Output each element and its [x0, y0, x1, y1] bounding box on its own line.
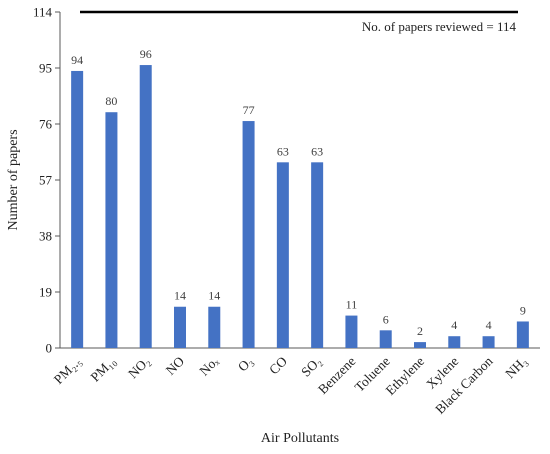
y-axis-title: Number of papers: [6, 129, 21, 230]
x-axis-title: Air Pollutants: [261, 431, 339, 446]
x-tick-label: NO: [163, 353, 188, 378]
bar-value-label: 2: [417, 324, 423, 338]
bar: [311, 162, 324, 348]
data-labels-group: 94 80 96 14 14 77 63 63 11 6 2 4 4 9: [71, 47, 526, 338]
bar-value-label: 96: [140, 47, 152, 61]
x-tick-label: O₃: [235, 353, 256, 374]
x-tick-label: Noₓ: [196, 353, 221, 378]
x-tick-label: NO₂: [125, 354, 153, 382]
y-tick-label: 114: [33, 5, 53, 20]
bar: [174, 306, 186, 348]
y-tick-label: 19: [39, 285, 52, 300]
x-tick-label: PM₂.₅: [51, 354, 84, 387]
bar-value-label: 4: [486, 318, 492, 332]
x-tick-label: Ethylene: [383, 354, 428, 399]
y-tick-label: 95: [39, 61, 52, 76]
bar: [448, 336, 461, 348]
bar: [208, 306, 221, 348]
bar: [482, 336, 495, 348]
bar-value-label: 11: [346, 298, 358, 312]
x-tick-label: SO₂: [298, 354, 324, 380]
bar: [105, 112, 118, 348]
x-tick-label: Benzene: [315, 354, 358, 397]
bar: [139, 65, 152, 348]
bar-value-label: 6: [383, 312, 389, 326]
x-tick-label: CO: [266, 353, 290, 377]
bar-value-label: 77: [243, 103, 255, 117]
bars-group: [71, 65, 529, 349]
bar: [516, 321, 529, 348]
y-tick-label: 76: [39, 117, 53, 132]
reference-line-label: No. of papers reviewed = 114: [362, 19, 517, 34]
y-tick-label: 0: [46, 341, 53, 356]
bar: [345, 315, 358, 348]
x-tick-labels-group: PM₂.₅ PM₁₀ NO₂ NO Noₓ O₃ CO SO₂BenzeneTolueneEt…: [51, 353, 530, 417]
bar-value-label: 9: [520, 303, 526, 317]
bar: [414, 342, 426, 348]
y-tick-label: 38: [39, 229, 52, 244]
bar-value-label: 94: [71, 53, 83, 67]
x-tick-label: PM₁₀: [87, 353, 118, 384]
x-tick-label: NH₃: [502, 353, 530, 381]
bar-value-label: 14: [174, 289, 186, 303]
bar: [379, 330, 392, 348]
bar-value-label: 14: [208, 289, 220, 303]
y-tick-label: 57: [39, 173, 53, 188]
bar: [71, 70, 84, 349]
bar-value-label: 63: [311, 144, 323, 158]
bar: [276, 162, 289, 348]
bar-value-label: 4: [451, 318, 457, 332]
bar: [242, 121, 255, 348]
bar-value-label: 80: [105, 94, 117, 108]
bar-value-label: 63: [277, 144, 289, 158]
